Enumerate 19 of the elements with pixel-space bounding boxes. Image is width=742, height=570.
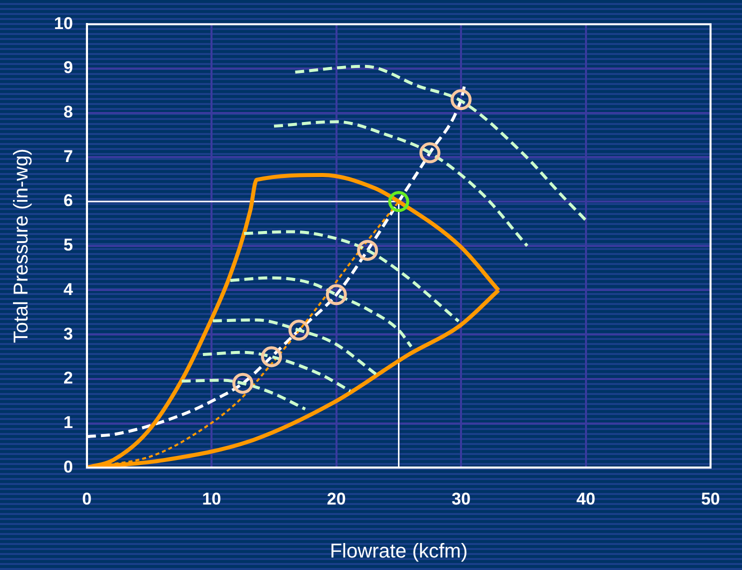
y-axis-title: Total Pressure (in-wg) <box>10 148 33 344</box>
x-tick-label: 50 <box>701 489 720 508</box>
y-tick-label: 9 <box>63 58 73 78</box>
x-tick-label: 40 <box>576 489 596 508</box>
y-tick-label: 10 <box>54 14 73 33</box>
y-tick-label: 6 <box>63 191 73 210</box>
x-tick-label: 30 <box>452 489 471 508</box>
y-tick-label: 0 <box>63 457 73 476</box>
y-tick-label: 7 <box>63 146 73 166</box>
x-axis-title: Flowrate (kcfm) <box>330 540 468 563</box>
x-tick-label: 10 <box>202 489 222 508</box>
x-tick-label: 20 <box>326 489 346 508</box>
x-tick-label: 0 <box>82 489 92 508</box>
y-tick-label: 8 <box>63 102 73 122</box>
y-tick-label: 2 <box>63 368 73 388</box>
y-tick-label: 3 <box>63 324 73 344</box>
y-tick-label: 4 <box>63 280 74 299</box>
y-tick-label: 1 <box>63 412 73 432</box>
y-tick-label: 5 <box>63 236 73 255</box>
